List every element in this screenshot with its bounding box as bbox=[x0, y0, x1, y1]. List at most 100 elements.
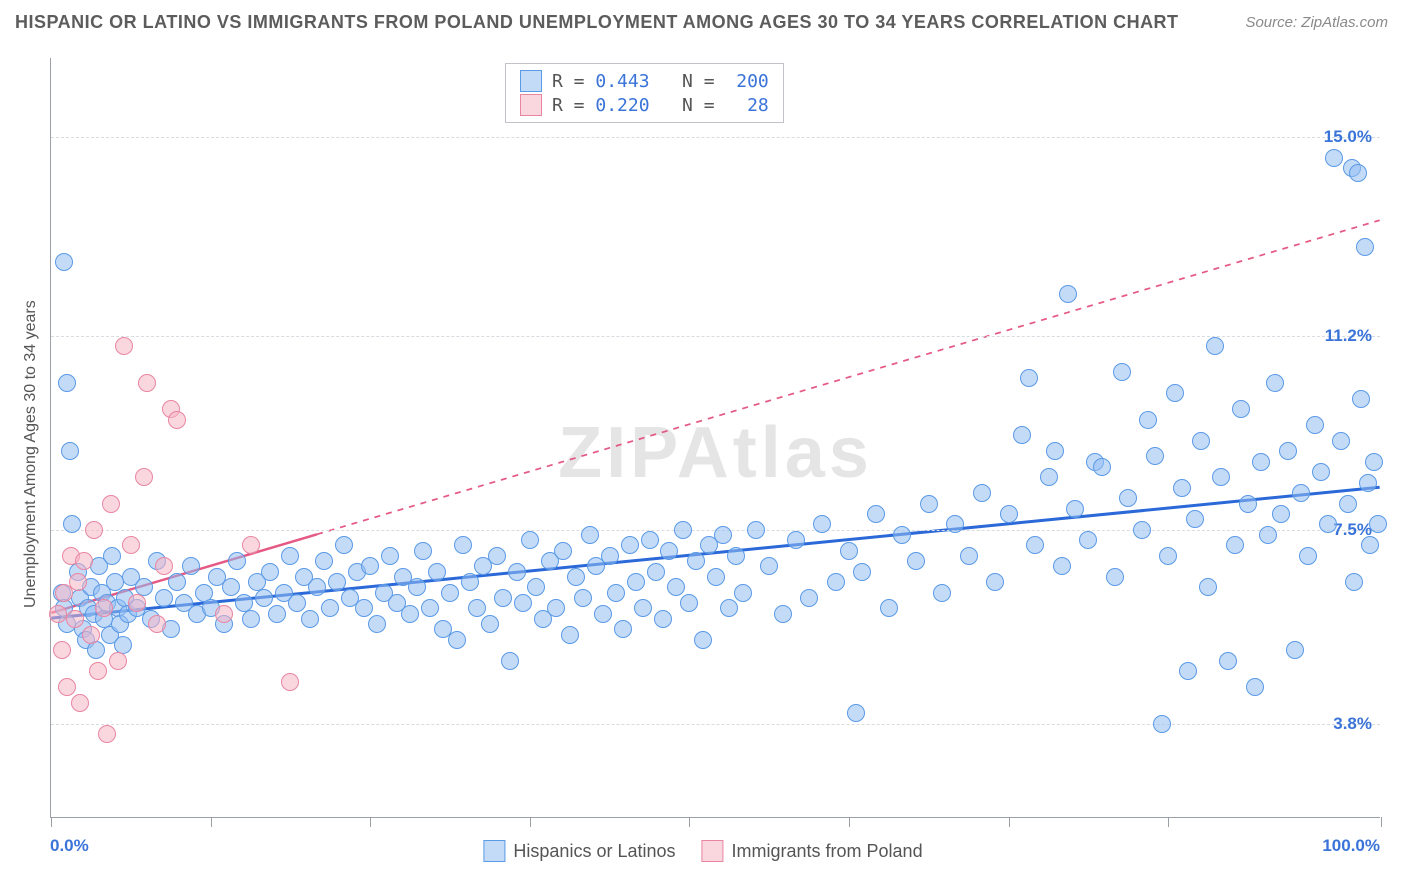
data-point-poland bbox=[69, 573, 87, 591]
data-point-poland bbox=[242, 536, 260, 554]
data-point-hispanic bbox=[1199, 578, 1217, 596]
data-point-hispanic bbox=[1119, 489, 1137, 507]
data-point-poland bbox=[49, 605, 67, 623]
data-point-hispanic bbox=[381, 547, 399, 565]
data-point-hispanic bbox=[1146, 447, 1164, 465]
data-point-poland bbox=[109, 652, 127, 670]
data-point-hispanic bbox=[1179, 662, 1197, 680]
data-point-hispanic bbox=[687, 552, 705, 570]
data-point-hispanic bbox=[1212, 468, 1230, 486]
data-point-hispanic bbox=[933, 584, 951, 602]
data-point-poland bbox=[148, 615, 166, 633]
data-point-hispanic bbox=[281, 547, 299, 565]
data-point-hispanic bbox=[508, 563, 526, 581]
data-point-hispanic bbox=[1219, 652, 1237, 670]
y-tick-label: 3.8% bbox=[1333, 714, 1372, 734]
data-point-hispanic bbox=[601, 547, 619, 565]
data-point-hispanic bbox=[1166, 384, 1184, 402]
data-point-hispanic bbox=[960, 547, 978, 565]
data-point-hispanic bbox=[667, 578, 685, 596]
data-point-hispanic bbox=[1306, 416, 1324, 434]
legend-stat-text: R = 0.220 N = 28 bbox=[552, 95, 769, 116]
data-point-hispanic bbox=[1113, 363, 1131, 381]
data-point-hispanic bbox=[355, 599, 373, 617]
x-axis-max-label: 100.0% bbox=[1322, 836, 1380, 856]
x-tick bbox=[689, 817, 690, 827]
data-point-hispanic bbox=[946, 515, 964, 533]
data-point-hispanic bbox=[308, 578, 326, 596]
data-point-hispanic bbox=[840, 542, 858, 560]
data-point-hispanic bbox=[368, 615, 386, 633]
data-point-hispanic bbox=[853, 563, 871, 581]
data-point-hispanic bbox=[1325, 149, 1343, 167]
data-point-hispanic bbox=[1332, 432, 1350, 450]
watermark: ZIPAtlas bbox=[558, 412, 873, 494]
data-point-hispanic bbox=[1192, 432, 1210, 450]
data-point-hispanic bbox=[1279, 442, 1297, 460]
data-point-hispanic bbox=[1020, 369, 1038, 387]
data-point-poland bbox=[115, 337, 133, 355]
data-point-hispanic bbox=[315, 552, 333, 570]
data-point-hispanic bbox=[1013, 426, 1031, 444]
data-point-hispanic bbox=[1312, 463, 1330, 481]
data-point-hispanic bbox=[1252, 453, 1270, 471]
legend-correlation-box: R = 0.443 N = 200 R = 0.220 N = 28 bbox=[505, 63, 784, 123]
data-point-poland bbox=[53, 641, 71, 659]
data-point-hispanic bbox=[800, 589, 818, 607]
data-point-hispanic bbox=[288, 594, 306, 612]
data-point-hispanic bbox=[414, 542, 432, 560]
y-tick-label: 15.0% bbox=[1324, 127, 1372, 147]
data-point-hispanic bbox=[401, 605, 419, 623]
x-tick bbox=[1009, 817, 1010, 827]
data-point-hispanic bbox=[1339, 495, 1357, 513]
data-point-poland bbox=[281, 673, 299, 691]
gridline bbox=[51, 336, 1380, 337]
data-point-hispanic bbox=[813, 515, 831, 533]
legend-item-hispanic: Hispanics or Latinos bbox=[483, 840, 675, 862]
data-point-hispanic bbox=[55, 253, 73, 271]
x-tick bbox=[370, 817, 371, 827]
source-label: Source: ZipAtlas.com bbox=[1245, 14, 1388, 31]
data-point-hispanic bbox=[1159, 547, 1177, 565]
data-point-hispanic bbox=[867, 505, 885, 523]
data-point-hispanic bbox=[1093, 458, 1111, 476]
data-point-hispanic bbox=[468, 599, 486, 617]
data-point-hispanic bbox=[494, 589, 512, 607]
data-point-hispanic bbox=[1345, 573, 1363, 591]
data-point-hispanic bbox=[1359, 474, 1377, 492]
data-point-hispanic bbox=[1173, 479, 1191, 497]
data-point-hispanic bbox=[335, 536, 353, 554]
data-point-hispanic bbox=[714, 526, 732, 544]
data-point-hispanic bbox=[222, 578, 240, 596]
data-point-hispanic bbox=[607, 584, 625, 602]
data-point-hispanic bbox=[1133, 521, 1151, 539]
data-point-hispanic bbox=[1040, 468, 1058, 486]
data-point-hispanic bbox=[594, 605, 612, 623]
data-point-hispanic bbox=[547, 599, 565, 617]
data-point-hispanic bbox=[261, 563, 279, 581]
data-point-hispanic bbox=[734, 584, 752, 602]
data-point-hispanic bbox=[1226, 536, 1244, 554]
x-tick bbox=[530, 817, 531, 827]
gridline bbox=[51, 724, 1380, 725]
data-point-hispanic bbox=[561, 626, 579, 644]
legend-item-poland: Immigrants from Poland bbox=[702, 840, 923, 862]
data-point-hispanic bbox=[63, 515, 81, 533]
data-point-hispanic bbox=[1299, 547, 1317, 565]
data-point-hispanic bbox=[787, 531, 805, 549]
data-point-hispanic bbox=[228, 552, 246, 570]
data-point-poland bbox=[85, 521, 103, 539]
data-point-hispanic bbox=[182, 557, 200, 575]
data-point-hispanic bbox=[321, 599, 339, 617]
data-point-hispanic bbox=[1186, 510, 1204, 528]
gridline bbox=[51, 137, 1380, 138]
x-tick bbox=[211, 817, 212, 827]
data-point-poland bbox=[122, 536, 140, 554]
data-point-hispanic bbox=[1232, 400, 1250, 418]
legend-stat-row-hispanic: R = 0.443 N = 200 bbox=[520, 70, 769, 92]
legend-label: Immigrants from Poland bbox=[732, 841, 923, 862]
data-point-hispanic bbox=[1206, 337, 1224, 355]
data-point-hispanic bbox=[1365, 453, 1383, 471]
data-point-hispanic bbox=[760, 557, 778, 575]
data-point-hispanic bbox=[514, 594, 532, 612]
